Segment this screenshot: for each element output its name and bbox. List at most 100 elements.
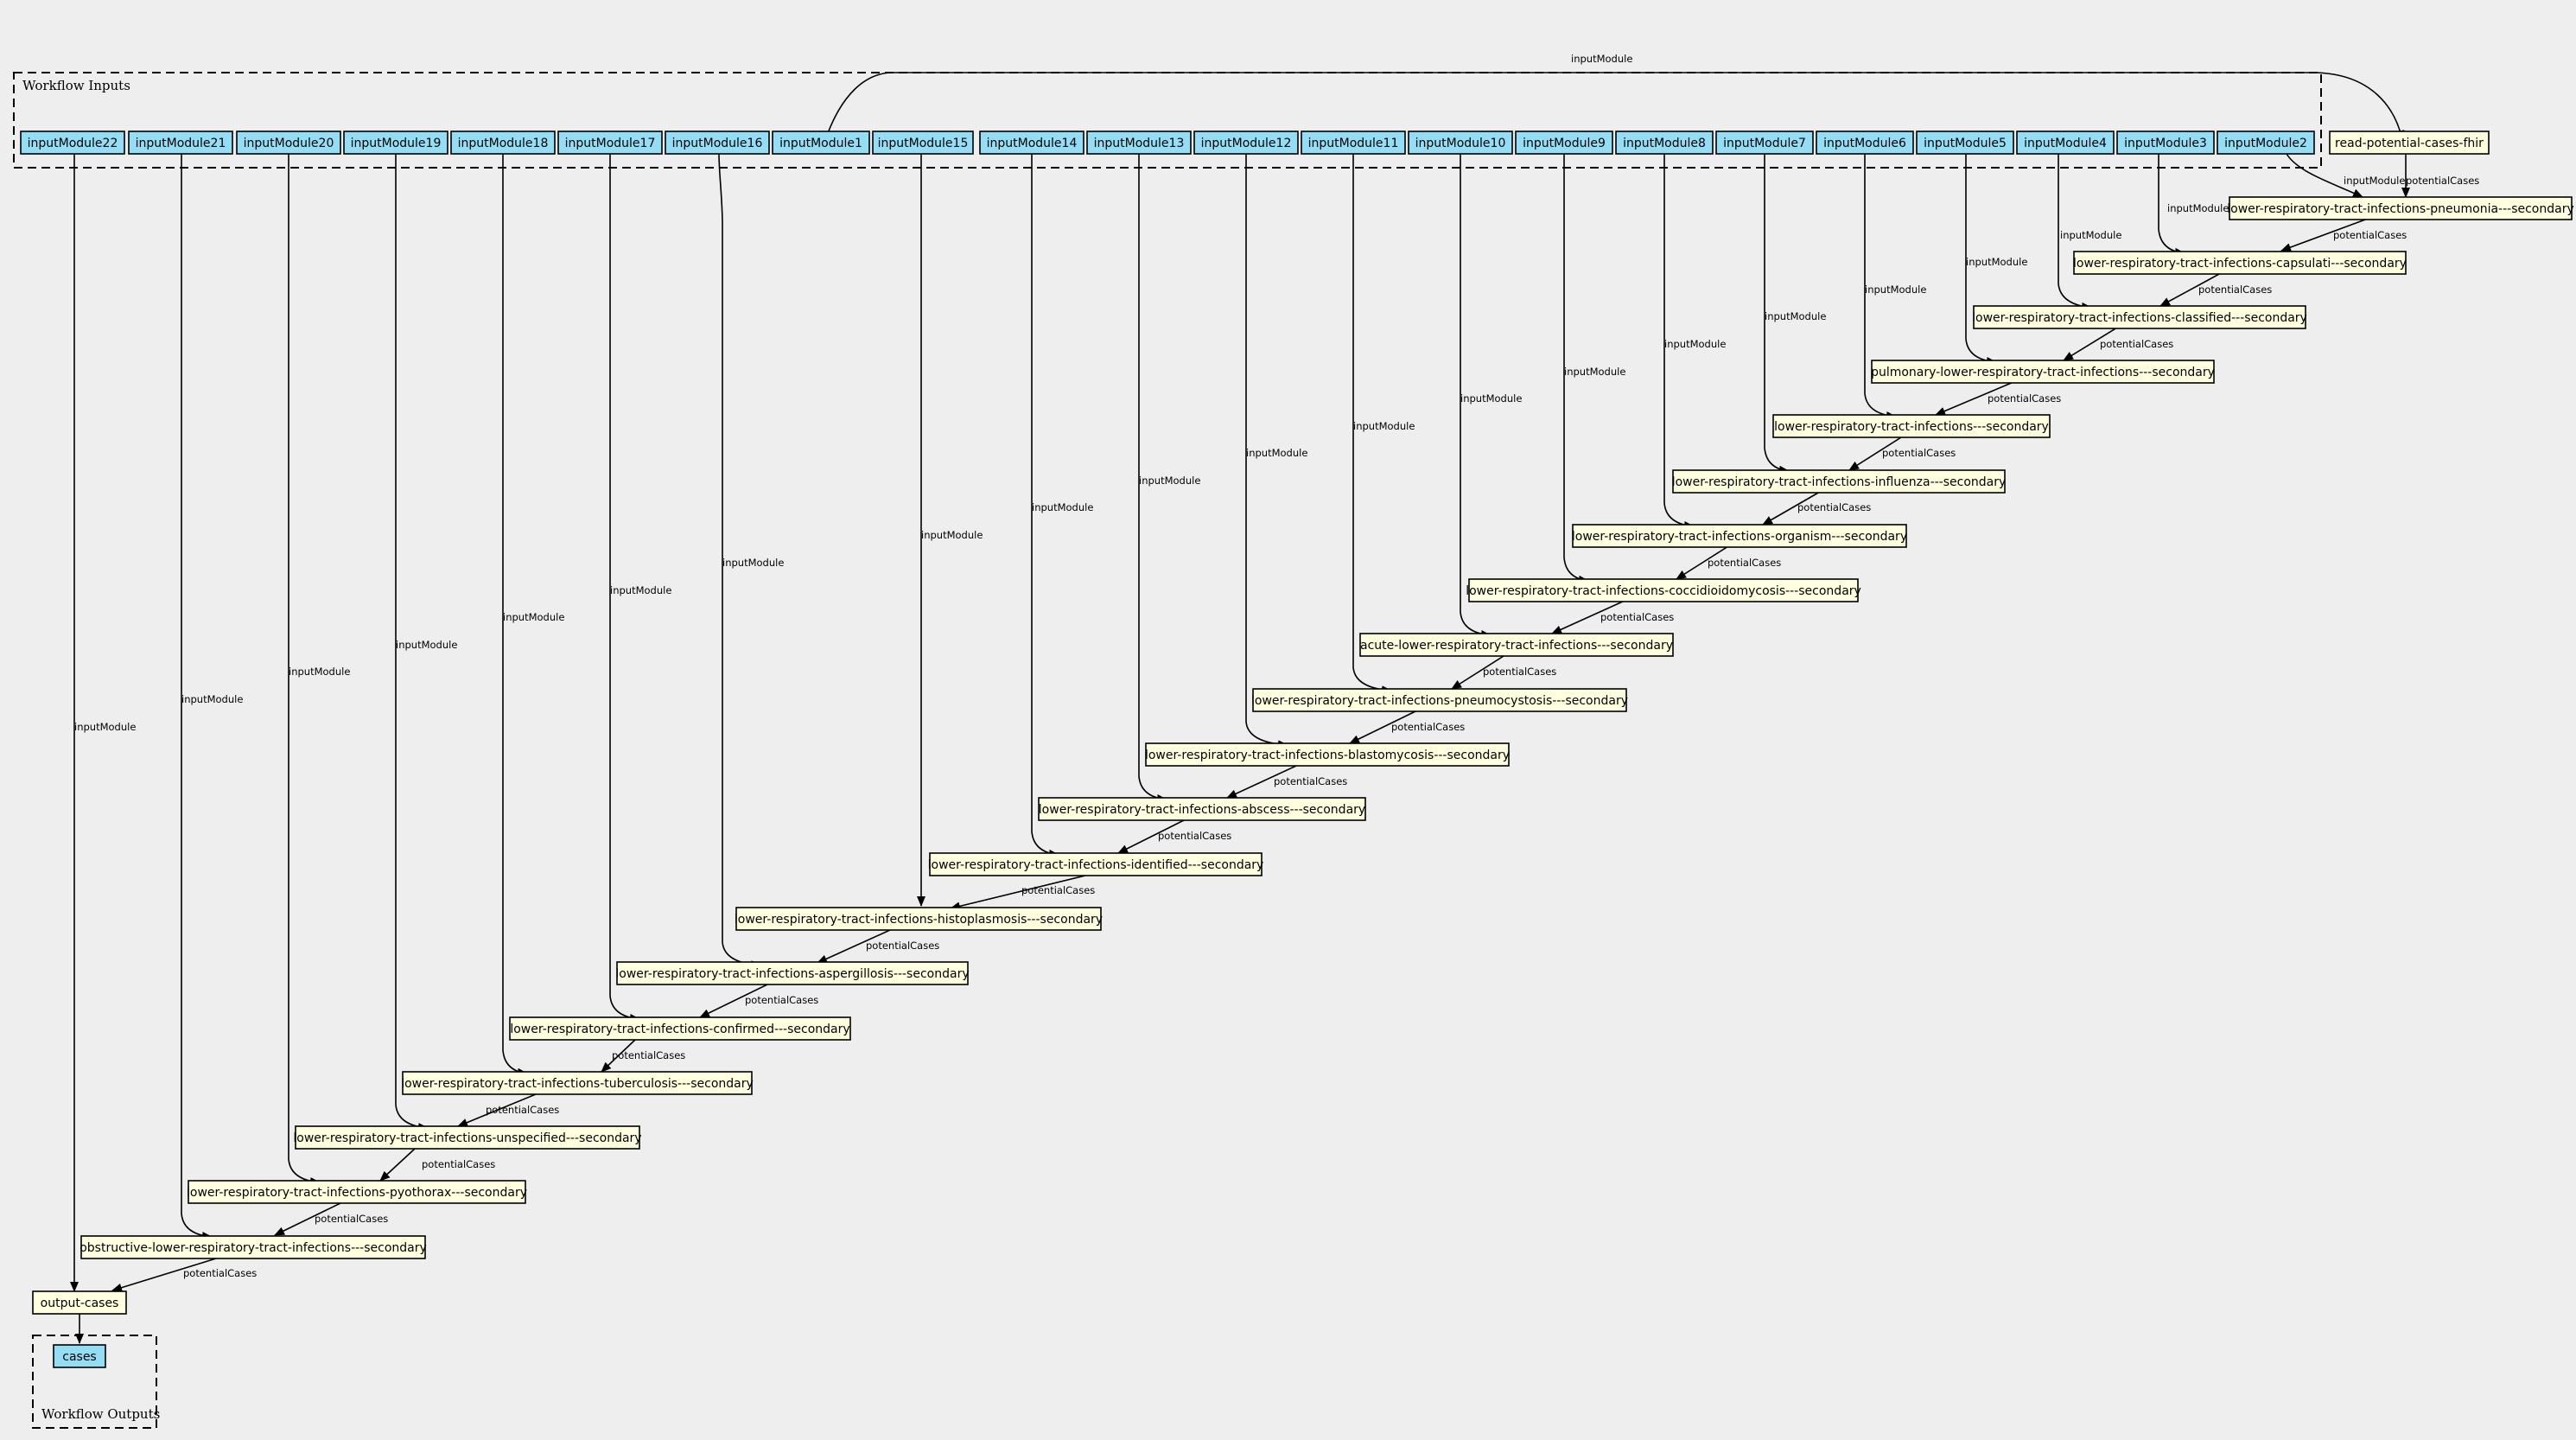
edge-label: potentialCases (315, 1213, 388, 1225)
step-tuberculosis[interactable]: lower-respiratory-tract-infections-tuber… (401, 1071, 754, 1095)
input-node-inputModule18[interactable]: inputModule18 (450, 131, 556, 155)
step-aspergillosis[interactable]: lower-respiratory-tract-infections-asper… (615, 961, 970, 985)
edge-path (699, 984, 768, 1018)
input-node-inputModule10[interactable]: inputModule10 (1408, 131, 1513, 155)
edge-label: inputModule (722, 557, 784, 569)
edge-path (1762, 491, 1821, 526)
input-node-inputModule9[interactable]: inputModule9 (1515, 131, 1613, 155)
edge-input-module2 (2286, 153, 2363, 198)
edge-path (817, 929, 891, 964)
node-label: inputModule5 (1924, 137, 2007, 150)
edge-path (2159, 272, 2222, 307)
step-acute[interactable]: acute-lower-respiratory-tract-infections… (1359, 633, 1674, 657)
node-label: lower-respiratory-tract-infections-class… (1972, 311, 2307, 325)
edge-label: inputModule (396, 639, 457, 651)
input-node-inputModule4[interactable]: inputModule4 (2016, 131, 2115, 155)
edge-path (950, 874, 1090, 911)
edge-path (718, 153, 761, 970)
edge-influenza-to-organism (1762, 491, 1821, 526)
node-box (1871, 360, 2215, 384)
step-capsulati[interactable]: lower-respiratory-tract-infections-capsu… (2073, 251, 2407, 275)
node-label: inputModule8 (1623, 137, 1706, 150)
node-box (509, 1016, 851, 1041)
step-histoplasmosis[interactable]: lower-respiratory-tract-infections-histo… (735, 907, 1103, 931)
node-label: lower-respiratory-tract-infections-unspe… (293, 1131, 641, 1145)
step-obstructive[interactable]: obstructive-lower-respiratory-tract-infe… (80, 1235, 427, 1259)
step-organism[interactable]: lower-respiratory-tract-infections-organ… (1572, 524, 1907, 548)
input-node-inputModule2[interactable]: inputModule2 (2217, 131, 2315, 155)
input-node-inputModule3[interactable]: inputModule3 (2116, 131, 2215, 155)
step-abscess[interactable]: lower-respiratory-tract-infections-absce… (1038, 797, 1366, 821)
node-label: lower-respiratory-tract-infections-organ… (1572, 530, 1907, 544)
node-label: inputModule13 (1094, 137, 1185, 150)
edge-label: potentialCases (2100, 338, 2173, 350)
step-influenza[interactable]: lower-respiratory-tract-infections-influ… (1672, 469, 2007, 494)
input-node-inputModule1[interactable]: inputModule1 (772, 131, 870, 155)
node-label: obstructive-lower-respiratory-tract-infe… (80, 1241, 427, 1255)
input-node-inputModule12[interactable]: inputModule12 (1193, 131, 1299, 155)
edge-unspecified-to-pyothorax (379, 1148, 416, 1182)
input-node-inputModule8[interactable]: inputModule8 (1615, 131, 1714, 155)
edge-label: inputModule (1765, 310, 1826, 322)
input-node-inputModule21[interactable]: inputModule21 (128, 131, 233, 155)
output-node-cases[interactable]: cases (53, 1344, 106, 1368)
node-label: inputModule21 (136, 137, 226, 150)
step-classified[interactable]: lower-respiratory-tract-infections-class… (1972, 305, 2307, 329)
node-label: inputModule11 (1308, 137, 1399, 150)
node-label: lower-respiratory-tract-infections-pneum… (2227, 202, 2574, 216)
input-node-inputModule14[interactable]: inputModule14 (979, 131, 1084, 155)
node-label: inputModule10 (1415, 137, 1506, 150)
step-pyothorax[interactable]: lower-respiratory-tract-infections-pyoth… (187, 1180, 527, 1204)
step-coccidioidomycosis[interactable]: lower-respiratory-tract-infections-cocci… (1466, 578, 1861, 602)
node-box (2329, 131, 2490, 155)
input-node-inputModule11[interactable]: inputModule11 (1301, 131, 1406, 155)
step-identified[interactable]: lower-respiratory-tract-infections-ident… (928, 852, 1264, 876)
input-node-inputModule16[interactable]: inputModule16 (665, 131, 770, 155)
edge-aspergillosis-to-confirmed (699, 984, 768, 1018)
step-read-potential-cases-fhir[interactable]: read-potential-cases-fhir (2329, 131, 2490, 155)
edge-label: inputModule (2167, 202, 2229, 214)
node-label: inputModule16 (672, 137, 763, 150)
input-node-inputModule17[interactable]: inputModule17 (557, 131, 663, 155)
input-node-inputModule19[interactable]: inputModule19 (343, 131, 448, 155)
input-node-inputModule5[interactable]: inputModule5 (1916, 131, 2014, 155)
input-node-inputModule15[interactable]: inputModule15 (872, 131, 974, 155)
edge-pulmonary-to-lrti (1935, 381, 2014, 416)
input-node-inputModule7[interactable]: inputModule7 (1715, 131, 1814, 155)
step-pulmonary[interactable]: pulmonary-lower-respiratory-tract-infect… (1871, 360, 2215, 384)
step-output-cases[interactable]: output-cases (32, 1290, 127, 1315)
node-label: lower-respiratory-tract-infections-capsu… (2073, 257, 2407, 271)
input-node-inputModule20[interactable]: inputModule20 (236, 131, 341, 155)
input-node-inputModule6[interactable]: inputModule6 (1816, 131, 1914, 155)
node-label: inputModule22 (28, 137, 118, 150)
edge-label: potentialCases (1882, 447, 1956, 459)
node-label: lower-respiratory-tract-infections-cocci… (1466, 584, 1861, 598)
edge-label: inputModule (1564, 366, 1625, 378)
edge-label: inputModule (1966, 256, 2027, 268)
node-label: lower-respiratory-tract-infections-absce… (1039, 803, 1365, 817)
node-box (295, 1125, 640, 1150)
edge-path (601, 1038, 637, 1073)
node-box (32, 1290, 127, 1315)
step-blastomycosis[interactable]: lower-respiratory-tract-infections-blast… (1145, 742, 1510, 767)
node-label: inputModule4 (2024, 137, 2107, 150)
node-box (1145, 742, 1510, 767)
node-box (188, 1180, 526, 1204)
input-node-inputModule13[interactable]: inputModule13 (1086, 131, 1192, 155)
step-pneumocystosis[interactable]: lower-respiratory-tract-infections-pneum… (1251, 688, 1628, 712)
edge-label: potentialCases (1483, 666, 1556, 678)
node-label: lower-respiratory-tract-infections-confi… (510, 1023, 849, 1036)
step-pneumonia[interactable]: lower-respiratory-tract-infections-pneum… (2227, 196, 2574, 220)
edge-label: inputModule (1865, 284, 1926, 296)
edge-confirmed-to-tuberculosis (601, 1038, 637, 1073)
step-unspecified[interactable]: lower-respiratory-tract-infections-unspe… (293, 1125, 642, 1150)
node-label: inputModule17 (565, 137, 656, 150)
node-box (2016, 131, 2115, 155)
step-confirmed[interactable]: lower-respiratory-tract-infections-confi… (509, 1016, 851, 1041)
edge-label: potentialCases (1708, 557, 1781, 569)
edge-label: potentialCases (486, 1104, 559, 1116)
edge-path (457, 1093, 537, 1127)
node-label: lower-respiratory-tract-infections-histo… (735, 913, 1103, 927)
step-lrti[interactable]: lower-respiratory-tract-infections---sec… (1772, 414, 2051, 438)
input-node-inputModule22[interactable]: inputModule22 (20, 131, 125, 155)
